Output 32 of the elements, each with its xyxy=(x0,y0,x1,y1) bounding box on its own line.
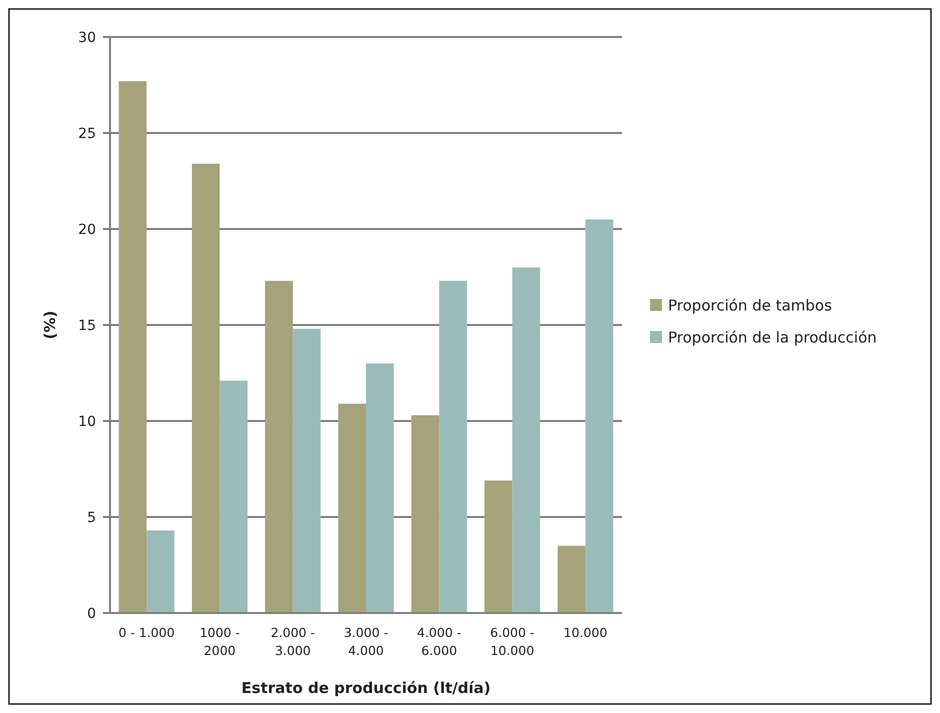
bar xyxy=(220,380,248,613)
bar xyxy=(512,267,540,613)
x-axis-title: Estrato de producción (lt/día) xyxy=(241,679,491,697)
bar xyxy=(558,546,586,613)
bar xyxy=(146,530,174,613)
x-tick-label: 1000 - 2000 xyxy=(200,625,240,658)
y-tick-label: 15 xyxy=(78,318,96,334)
bar xyxy=(484,480,512,613)
bar xyxy=(292,328,321,613)
y-axis-title: (%) xyxy=(41,310,59,340)
bar xyxy=(338,404,366,613)
bar xyxy=(366,363,394,613)
legend-label: Proporción de tambos xyxy=(668,296,832,314)
y-tick-label: 5 xyxy=(87,510,96,526)
y-tick-label: 30 xyxy=(78,30,96,46)
x-tick-label: 4.000 - 6.000 xyxy=(417,625,462,658)
bar xyxy=(439,280,467,613)
x-tick-label: 10.000 xyxy=(564,625,608,640)
x-tick-label: 2.000 - 3.000 xyxy=(270,625,315,658)
y-tick-label: 0 xyxy=(87,606,96,622)
y-tick-label: 10 xyxy=(78,414,96,430)
y-tick-label: 25 xyxy=(78,126,96,142)
bar xyxy=(192,164,220,613)
bar xyxy=(411,415,440,613)
y-tick-label: 20 xyxy=(78,222,96,238)
x-tick-label: 0 - 1.000 xyxy=(118,625,175,640)
bar xyxy=(118,81,147,613)
bar xyxy=(585,219,614,613)
x-tick-label: 3.000 - 4.000 xyxy=(344,625,388,658)
x-tick-label: 6.000 - 10.000 xyxy=(490,625,534,658)
bar xyxy=(265,280,293,613)
legend-label: Proporción de la producción xyxy=(668,328,877,346)
